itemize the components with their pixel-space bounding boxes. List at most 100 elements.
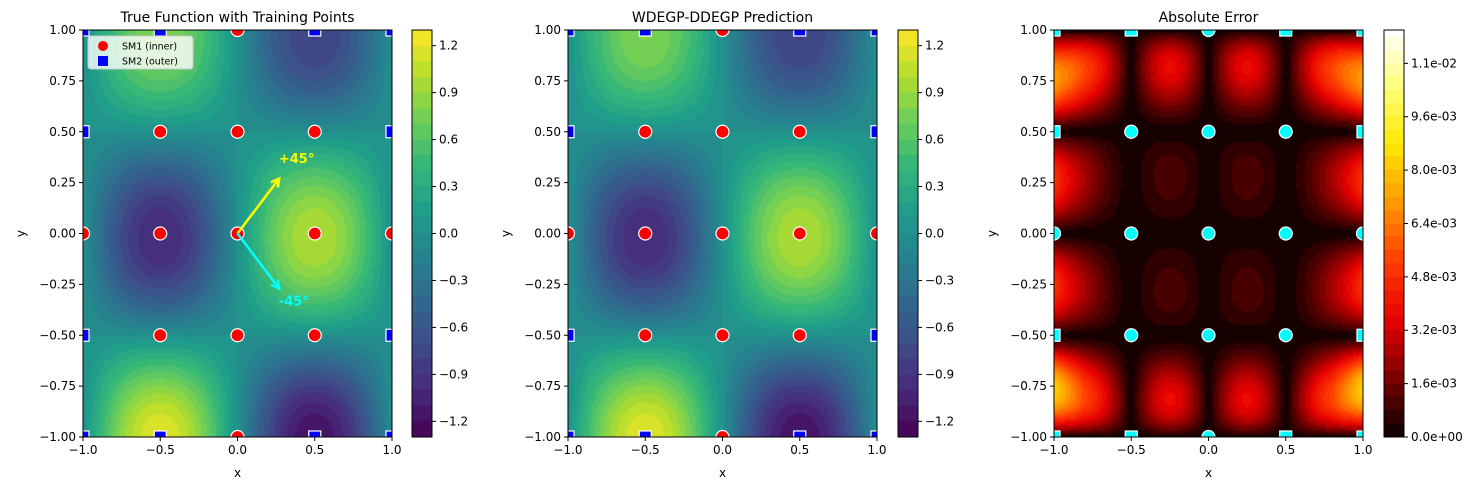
chart-title: WDEGP-DDEGP Prediction: [632, 10, 813, 26]
y-tick-label: 1.00: [534, 23, 561, 37]
y-axis-label: y: [14, 230, 28, 237]
y-tick-label: −1.00: [39, 430, 76, 444]
y-tick-label: 0.50: [534, 125, 561, 139]
colorbar: [1384, 30, 1404, 437]
sm1-point: [153, 124, 168, 139]
legend-marker-square: [98, 56, 108, 66]
y-tick-label: −0.50: [39, 328, 76, 342]
sm1-point: [1124, 226, 1139, 241]
colorbar-tick-label: 0.0: [925, 227, 944, 241]
sm2-point: [870, 328, 877, 342]
colorbar-tick-label: 0.6: [439, 133, 458, 147]
colorbar-tick-label: 0.0: [439, 227, 458, 241]
y-tick-label: 0.00: [1020, 227, 1047, 241]
sm2-point: [1356, 30, 1363, 37]
sm2-point: [568, 125, 575, 139]
sm2-point: [83, 125, 90, 139]
subplot-2: −1.0 −0.5 0.0 0.5 1.0 −1.00 −0.75 −0.50 −0.25 0.0…: [499, 10, 954, 480]
x-tick-label: 0.5: [305, 443, 324, 457]
colorbar-tick-label: −0.6: [439, 320, 468, 334]
x-tick-label: −1.0: [553, 443, 582, 457]
x-tick-label: 1.0: [382, 443, 401, 457]
sm1-point: [869, 226, 877, 241]
legend: SM1 (inner) SM2 (outer): [87, 35, 194, 70]
y-tick-label: 0.75: [49, 74, 76, 88]
colorbar-frame: [1383, 29, 1405, 438]
sm2-point: [385, 430, 392, 437]
sm1-point: [638, 124, 653, 139]
sm1-point: [1201, 124, 1216, 139]
arrow-head: [270, 176, 281, 188]
sm2-point: [1279, 430, 1293, 437]
x-tick-label: 0.5: [1276, 443, 1295, 457]
y-tick-label: −0.50: [1010, 328, 1047, 342]
y-tick-label: −0.25: [1010, 277, 1047, 291]
sm1-point: [1201, 226, 1216, 241]
sm2-point: [793, 430, 807, 437]
x-tick-label: 0.0: [713, 443, 732, 457]
colorbar-tick-label: 1.6e-03: [1411, 377, 1457, 391]
y-tick-label: −0.75: [524, 379, 561, 393]
sm2-point: [1356, 328, 1363, 342]
annotation-arrow: [236, 232, 281, 290]
colorbar-tick-label: −0.9: [439, 367, 468, 381]
colorbar-tick-label: 1.2: [925, 39, 944, 53]
x-tick-label: 0.5: [790, 443, 809, 457]
training-points: [1054, 30, 1363, 437]
sm2-point: [638, 30, 652, 37]
y-tick-label: 0.75: [1020, 74, 1047, 88]
y-tick-label: 1.00: [1020, 23, 1047, 37]
training-points: [568, 30, 877, 437]
sm1-point: [1124, 124, 1139, 139]
x-tick-label: −0.5: [631, 443, 660, 457]
training-points: [83, 30, 392, 437]
colorbar-tick-label: 0.0e+00: [1411, 430, 1463, 444]
x-tick-label: −0.5: [146, 443, 175, 457]
subplot-1: +45° -45° −1.0 −0.5 0.0 0.5 1.0 −1.00 −0.75 −0.50…: [14, 10, 468, 480]
colorbar-tick-label: 8.0e-03: [1411, 163, 1457, 177]
sm2-point: [793, 30, 807, 37]
y-tick-label: −1.00: [524, 430, 561, 444]
sm2-point: [568, 30, 575, 37]
sm2-point: [308, 430, 322, 437]
y-axis-label: y: [985, 230, 999, 237]
colorbar-tick-label: 0.6: [925, 133, 944, 147]
chart-title: True Function with Training Points: [119, 10, 354, 26]
y-tick-label: 0.50: [1020, 125, 1047, 139]
sm1-point: [307, 124, 322, 139]
x-tick-label: −1.0: [68, 443, 97, 457]
y-tick-label: −0.50: [524, 328, 561, 342]
colorbar-tick-label: 6.4e-03: [1411, 216, 1457, 230]
x-axis-label: x: [1205, 466, 1212, 480]
x-tick-label: 1.0: [867, 443, 886, 457]
legend-label: SM1 (inner): [122, 42, 177, 53]
sm2-point: [1054, 30, 1061, 37]
colorbar-tick-label: 0.9: [439, 86, 458, 100]
sm1-point: [307, 226, 322, 241]
annotation-label: -45°: [279, 295, 309, 310]
sm1-point: [1278, 124, 1293, 139]
sm2-point: [870, 30, 877, 37]
legend-box: [87, 35, 194, 70]
sm1-point: [230, 30, 245, 38]
sm2-point: [308, 30, 322, 37]
x-tick-label: −0.5: [1117, 443, 1146, 457]
sm2-point: [83, 328, 90, 342]
sm1-point: [1054, 226, 1062, 241]
x-tick-label: −1.0: [1039, 443, 1068, 457]
sm2-point: [1054, 430, 1061, 437]
sm2-point: [1054, 125, 1061, 139]
legend-marker-circle: [98, 41, 108, 51]
y-tick-label: −0.75: [39, 379, 76, 393]
sm1-point: [1278, 226, 1293, 241]
x-axis-label: x: [234, 466, 241, 480]
y-tick-label: 0.00: [49, 227, 76, 241]
colorbar-tick-label: 1.1e-02: [1411, 56, 1457, 70]
sm2-point: [1054, 328, 1061, 342]
sm1-point: [153, 328, 168, 343]
sm1-point: [307, 328, 322, 343]
y-tick-label: 0.25: [534, 176, 561, 190]
sm1-point: [715, 124, 730, 139]
colorbar-tick-label: 9.6e-03: [1411, 110, 1457, 124]
sm2-point: [568, 328, 575, 342]
